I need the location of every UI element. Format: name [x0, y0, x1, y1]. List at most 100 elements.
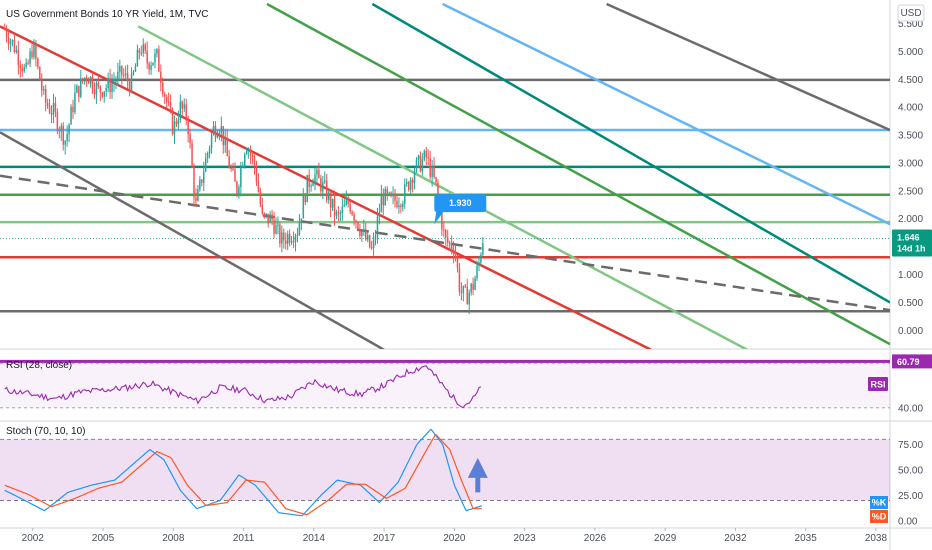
candle-body: [199, 179, 201, 190]
candle-body: [247, 150, 250, 152]
trend-line: [266, 2, 890, 346]
candle-body: [324, 180, 326, 182]
candle-body: [240, 167, 242, 187]
candle-body: [19, 64, 22, 69]
y-tick-label: 3.500: [898, 131, 923, 142]
candle-body: [316, 169, 318, 175]
candle-body: [331, 198, 334, 208]
candle-body: [35, 43, 37, 59]
candle-body: [405, 181, 408, 184]
stoch-legend-badge: %K: [870, 496, 888, 509]
candle-body: [33, 43, 35, 58]
candle-body: [76, 85, 78, 93]
candle-body: [386, 189, 388, 195]
candle-body: [25, 62, 27, 67]
current-price-value: 1.646: [897, 232, 920, 242]
candle-body: [368, 235, 371, 248]
stoch-d-line: [4, 434, 482, 516]
y-tick-label: 3.000: [898, 158, 923, 169]
candle-body: [169, 102, 172, 110]
candle-body: [355, 220, 357, 222]
candle-body: [304, 194, 307, 203]
candle-body: [66, 134, 68, 141]
candle-body: [85, 77, 88, 79]
candle-body: [474, 278, 476, 290]
trend-line: [606, 2, 890, 132]
candle-body: [179, 101, 182, 121]
candle-body: [376, 217, 379, 237]
candle-body: [363, 229, 365, 232]
candle-body: [60, 125, 63, 132]
currency-button[interactable]: USD: [897, 4, 925, 22]
candle-body: [300, 218, 303, 223]
candle-body: [208, 147, 211, 153]
candle-body: [396, 200, 398, 208]
candle-body: [206, 152, 209, 159]
candle-body: [136, 49, 139, 67]
candle-body: [121, 66, 123, 75]
candle-body: [372, 239, 375, 249]
candle-body: [238, 186, 240, 194]
rsi-level-value: 60.79: [897, 357, 920, 367]
candle-body: [480, 254, 482, 263]
candle-body: [417, 155, 420, 160]
candle-body: [68, 124, 70, 135]
candle-body: [95, 82, 98, 95]
candle-body: [339, 213, 342, 215]
candle-body: [70, 106, 72, 125]
candle-body: [257, 181, 260, 192]
candle-body: [9, 41, 12, 45]
candle-body: [407, 181, 410, 190]
candle-body: [27, 62, 29, 64]
candle-body: [384, 189, 387, 206]
candle-body: [269, 214, 271, 223]
candle-body: [409, 179, 412, 190]
candle-body: [42, 88, 45, 91]
rsi-level-badge-bg: [892, 354, 932, 369]
candle-body: [378, 212, 381, 218]
candle-body: [17, 50, 20, 65]
candle-body: [283, 232, 285, 241]
candle-body: [400, 205, 402, 208]
candle-body: [236, 181, 238, 194]
candle-body: [446, 237, 449, 243]
candle-body: [150, 65, 152, 70]
candle-body: [466, 286, 468, 305]
rsi-line: [4, 365, 482, 408]
candle-body: [290, 241, 293, 243]
candle-body: [288, 234, 291, 243]
candle-body: [470, 283, 472, 293]
candle-body: [310, 185, 312, 187]
candle-body: [58, 130, 61, 132]
rsi-band: [0, 363, 890, 408]
candle-body: [152, 62, 154, 66]
x-tick-label: 2017: [373, 533, 396, 544]
candle-body: [437, 182, 439, 198]
candle-body: [50, 112, 53, 115]
candle-body: [398, 205, 400, 208]
candle-body: [445, 229, 447, 238]
candle-body: [130, 73, 133, 92]
candle-body: [204, 158, 207, 172]
candle-body: [183, 104, 185, 109]
candle-body: [277, 224, 279, 226]
candle-body: [454, 253, 457, 258]
candle-body: [142, 44, 145, 53]
candle-body: [394, 194, 396, 201]
candle-body: [365, 229, 367, 240]
candle-body: [218, 132, 221, 136]
candle-body: [312, 183, 314, 186]
price-callout: 1.930: [434, 194, 487, 225]
candle-body: [97, 82, 100, 87]
candle-body: [476, 265, 478, 279]
candle-body: [329, 192, 332, 208]
x-tick-label: 2035: [795, 533, 818, 544]
candle-body: [294, 235, 297, 242]
candle-body: [380, 194, 383, 213]
candle-body: [44, 88, 47, 104]
candle-body: [197, 189, 199, 201]
candle-body: [382, 194, 385, 206]
candle-body: [402, 203, 404, 208]
